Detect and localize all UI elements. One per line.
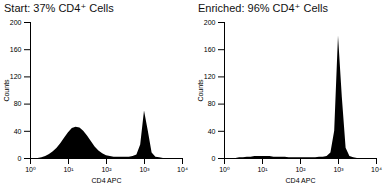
svg-text:80: 80 — [14, 100, 22, 107]
svg-text:160: 160 — [10, 46, 22, 53]
svg-text:10²: 10² — [295, 166, 306, 173]
svg-text:40: 40 — [14, 128, 22, 135]
svg-text:10³: 10³ — [139, 166, 150, 173]
html-text:Start: 37% CD4⁺ Cells: Start: 37% CD4⁺ Cells — [4, 2, 114, 14]
svg-text:10³: 10³ — [333, 166, 344, 173]
svg-text:0: 0 — [212, 155, 216, 162]
svg-text:10⁴: 10⁴ — [177, 166, 188, 173]
svg-text:120: 120 — [204, 73, 216, 80]
svg-text:10⁰: 10⁰ — [219, 166, 230, 173]
html-text:Enriched: 96% CD4⁺ Cells: Enriched: 96% CD4⁺ Cells — [198, 2, 328, 14]
svg-text:0: 0 — [18, 155, 22, 162]
svg-text:10¹: 10¹ — [257, 166, 268, 173]
svg-text:CD4 APC: CD4 APC — [286, 177, 316, 184]
svg-text:10¹: 10¹ — [63, 166, 74, 173]
svg-text:10⁴: 10⁴ — [371, 166, 382, 173]
svg-text:80: 80 — [208, 100, 216, 107]
svg-text:200: 200 — [10, 19, 22, 26]
svg-text:120: 120 — [10, 73, 22, 80]
svg-text:40: 40 — [208, 128, 216, 135]
svg-text:Counts: Counts — [197, 79, 204, 102]
svg-text:160: 160 — [204, 46, 216, 53]
svg-text:CD4 APC: CD4 APC — [92, 177, 122, 184]
svg-text:10⁰: 10⁰ — [25, 166, 36, 173]
svg-text:Counts: Counts — [3, 79, 10, 102]
svg-text:200: 200 — [204, 19, 216, 26]
svg-text:10²: 10² — [101, 166, 112, 173]
